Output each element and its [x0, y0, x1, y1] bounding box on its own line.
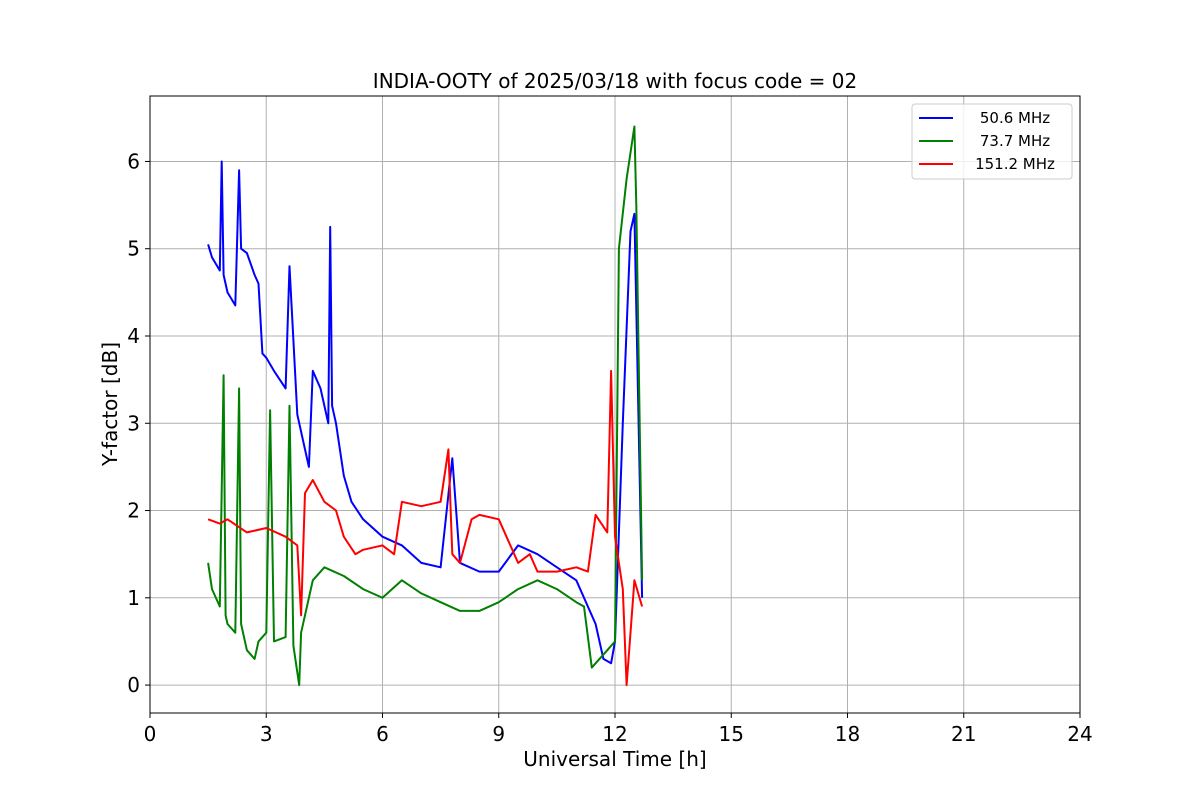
x-tick-label: 21	[951, 722, 976, 746]
series-line-1	[207, 160, 644, 665]
y-tick-label: 6	[127, 149, 140, 173]
series-line-2	[207, 125, 644, 687]
y-tick-label: 5	[127, 237, 140, 261]
y-axis-label: Y-factor [dB]	[98, 342, 122, 467]
x-tick-label: 6	[376, 722, 389, 746]
chart-title: INDIA-OOTY of 2025/03/18 with focus code…	[373, 69, 857, 93]
y-tick-label: 2	[127, 499, 140, 523]
x-tick-label: 0	[144, 722, 157, 746]
x-tick-label: 24	[1067, 722, 1092, 746]
x-tick-label: 18	[835, 722, 860, 746]
legend-label: 50.6 MHz	[980, 109, 1050, 127]
y-tick-label: 4	[127, 324, 140, 348]
plot-lines	[207, 125, 644, 687]
legend-label: 73.7 MHz	[980, 132, 1050, 150]
x-tick-label: 9	[492, 722, 505, 746]
x-tick-label: 12	[602, 722, 627, 746]
legend: 50.6 MHz 73.7 MHz 151.2 MHz	[911, 103, 1073, 180]
series-line-3	[207, 369, 644, 687]
legend-box	[911, 103, 1073, 180]
x-tick-label: 15	[719, 722, 744, 746]
legend-label: 151.2 MHz	[975, 155, 1055, 173]
y-tick-label: 0	[127, 673, 140, 697]
y-tick-label: 1	[127, 586, 140, 610]
x-axis-label: Universal Time [h]	[523, 747, 706, 771]
x-tick-label: 3	[260, 722, 273, 746]
y-tick-label: 3	[127, 411, 140, 435]
